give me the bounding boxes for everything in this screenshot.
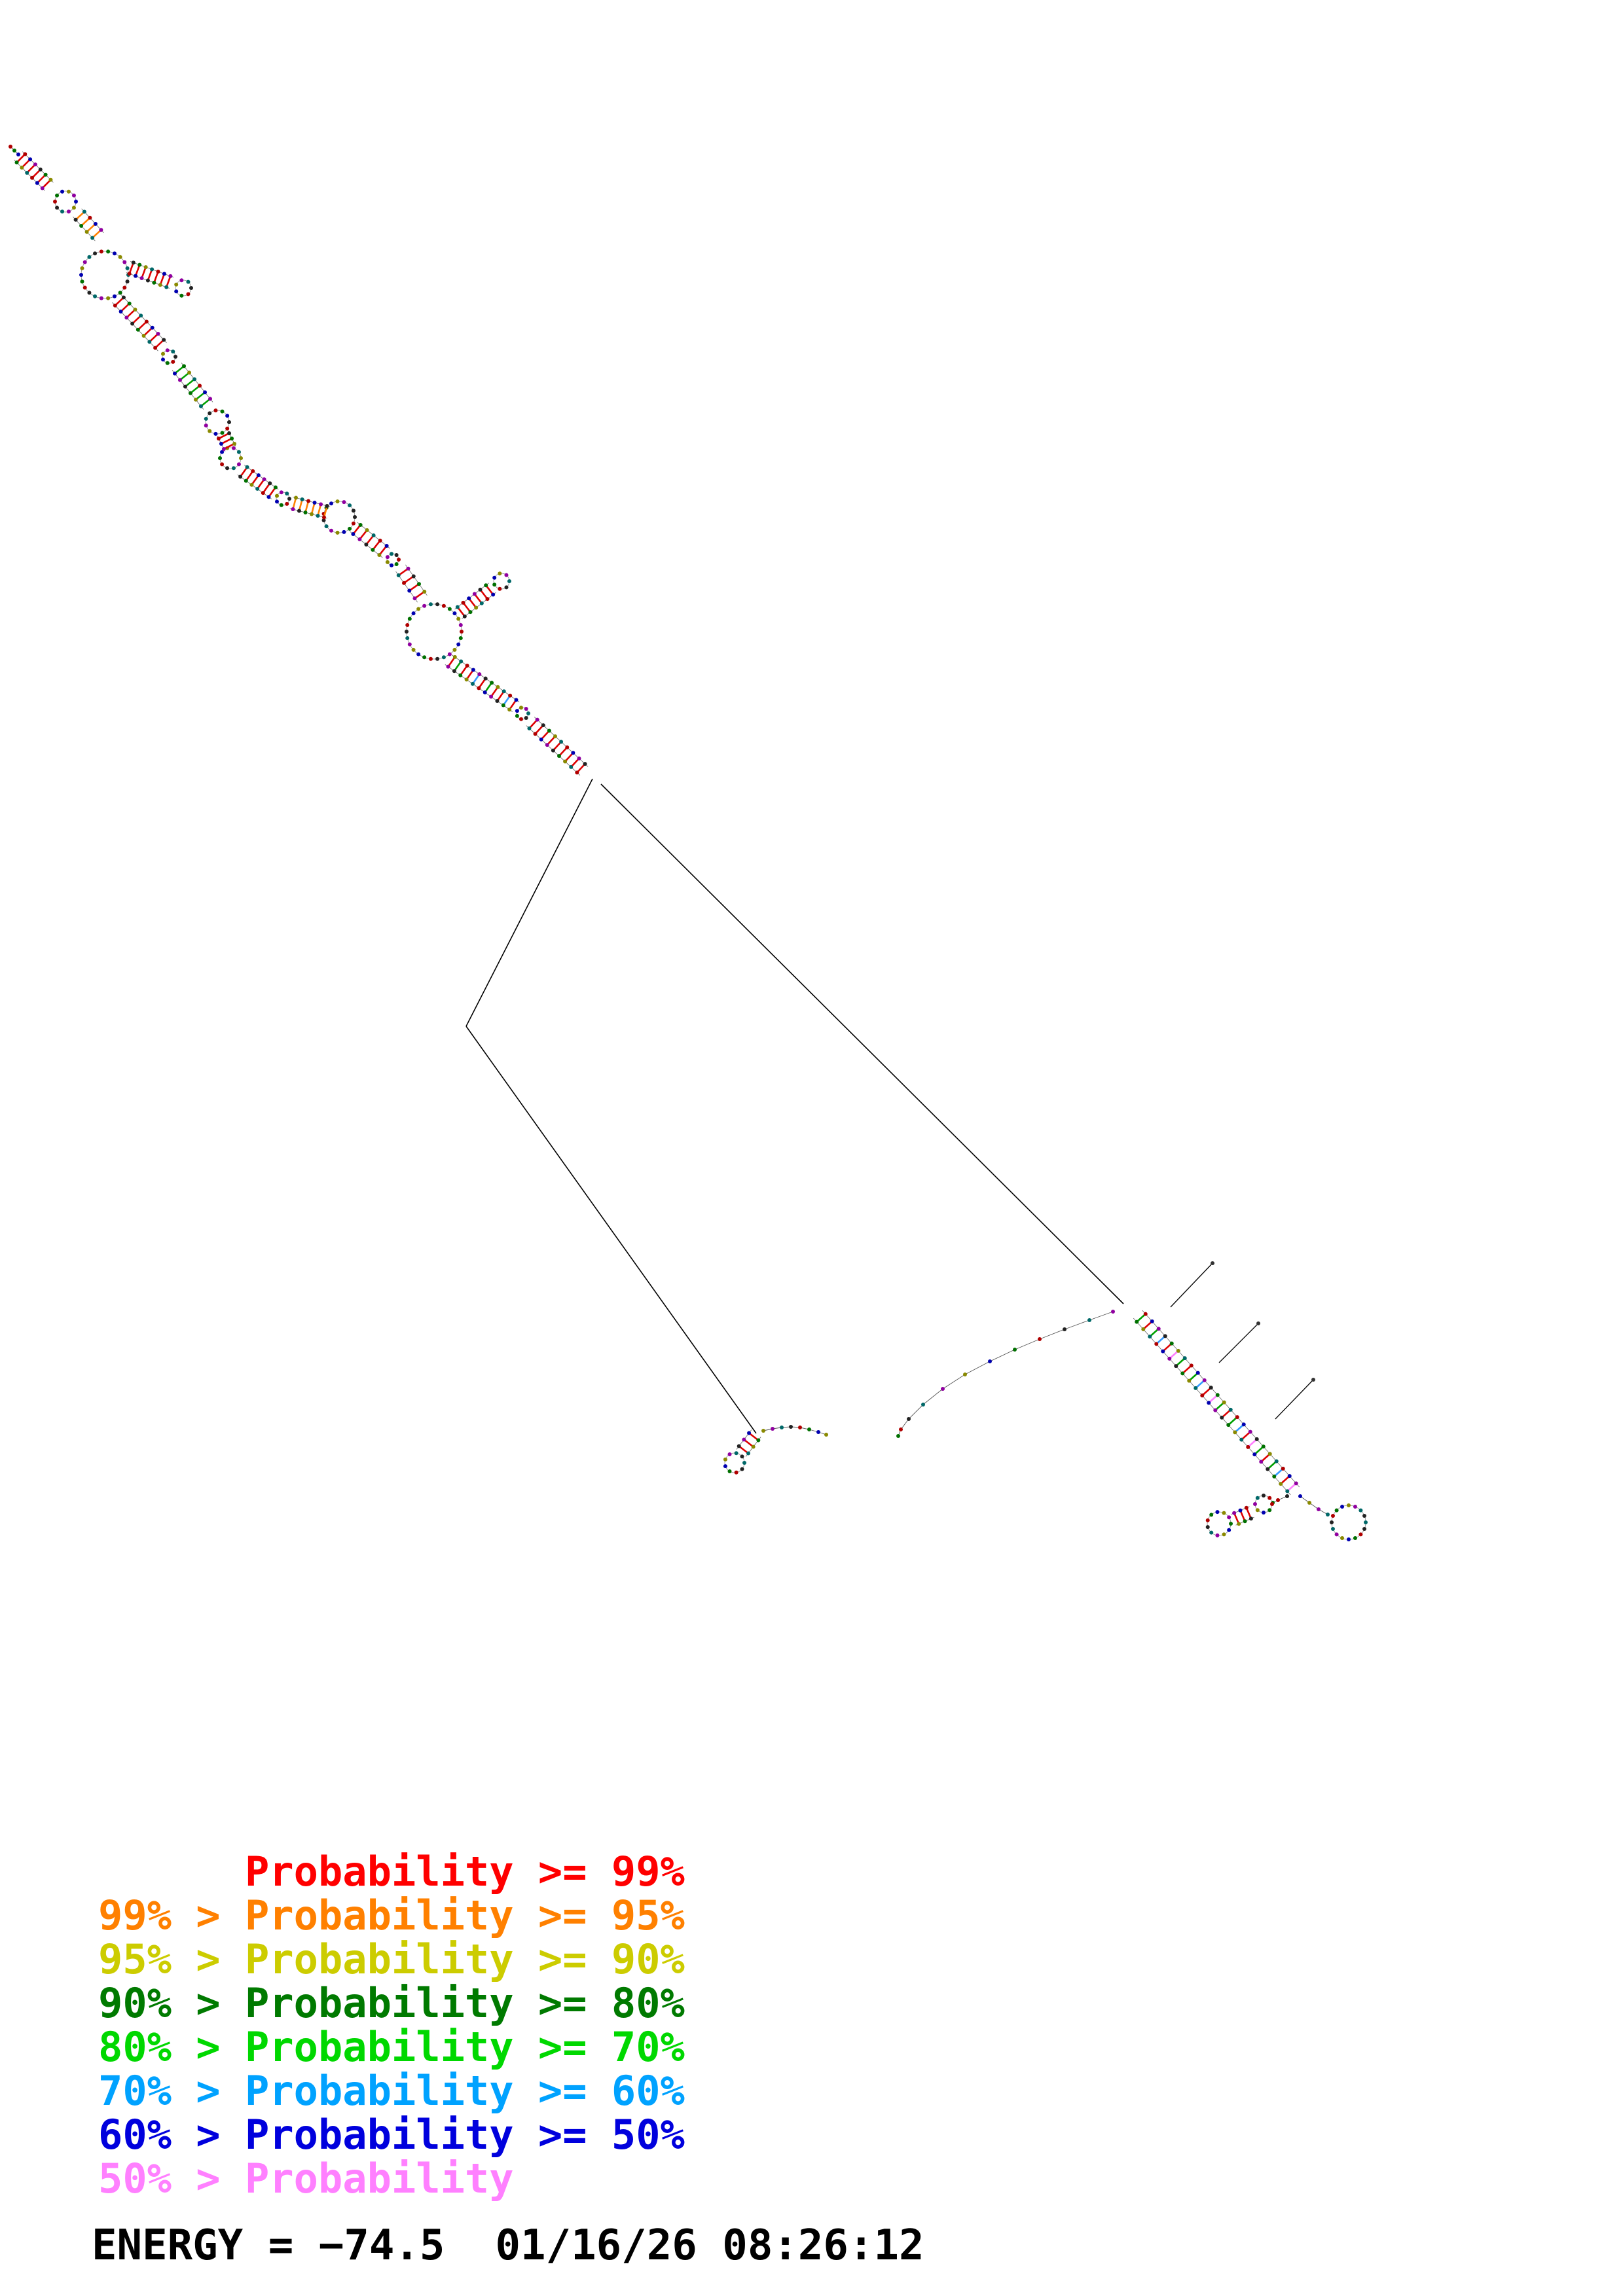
legend-entry-below-50: 50% > Probability (98, 2155, 514, 2202)
probability-legend: Probability >= 99% 99% > Probability >= … (98, 1850, 685, 2200)
legend-entry-70: 80% > Probability >= 70% (98, 2023, 685, 2071)
legend-entry-60: 70% > Probability >= 60% (98, 2067, 685, 2115)
helix-ladders (14, 151, 1300, 1526)
legend-entry-80: 90% > Probability >= 80% (98, 1979, 685, 2027)
loop-circles (53, 189, 1368, 1541)
single-strand-chains (9, 145, 1330, 1516)
legend-entry-99: Probability >= 99% (98, 1848, 685, 1895)
legend-entry-90: 95% > Probability >= 90% (98, 1935, 685, 1983)
spur-lines (1170, 1261, 1315, 1420)
connector-lines (465, 778, 1124, 1434)
legend-entry-95: 99% > Probability >= 95% (98, 1892, 685, 1939)
energy-readout: ENERGY = −74.5 01/16/26 08:26:12 (92, 2221, 924, 2270)
legend-entry-50: 60% > Probability >= 50% (98, 2111, 685, 2159)
